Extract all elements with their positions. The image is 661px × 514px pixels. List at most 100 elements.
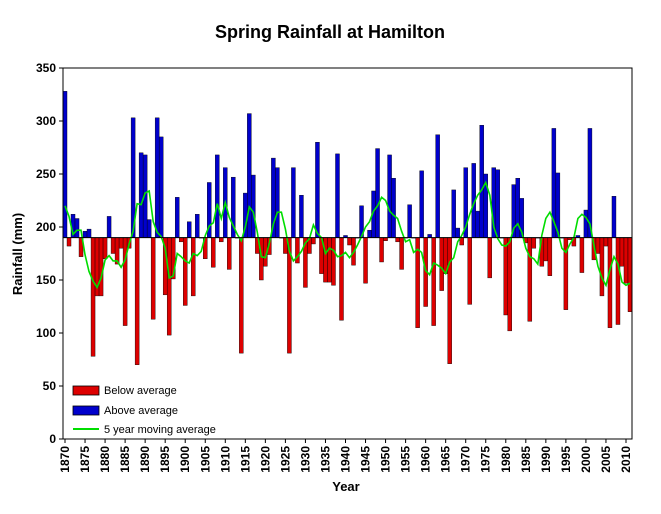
bar-1968 [455, 227, 460, 238]
bar-1967 [451, 189, 456, 238]
x-tick-label-1985: 1985 [519, 446, 533, 473]
bar-1956 [407, 204, 412, 238]
bar-1962 [431, 237, 436, 326]
bar-1923 [275, 167, 280, 238]
bar-2006 [607, 237, 613, 328]
x-tick-label-1955: 1955 [399, 446, 413, 473]
legend-label-below: Below average [104, 385, 177, 397]
bar-1901 [187, 221, 192, 238]
bar-1976 [487, 237, 492, 279]
y-tick-label-200: 200 [36, 220, 56, 234]
bar-1871 [66, 237, 72, 247]
bar-1879 [98, 237, 104, 297]
bar-1951 [387, 154, 392, 238]
x-tick-label-1900: 1900 [178, 446, 192, 473]
x-tick-label-1980: 1980 [499, 446, 513, 473]
bar-1932 [311, 237, 316, 245]
bar-1941 [347, 237, 352, 246]
bar-1914 [239, 237, 244, 354]
bar-1917 [251, 174, 256, 238]
bar-1894 [158, 136, 164, 238]
y-axis: 0 50 100 150 200 250 300 350 [36, 61, 63, 446]
bar-1939 [339, 237, 344, 321]
bar-2005 [603, 237, 609, 247]
legend-label-moving-average: 5 year moving average [104, 424, 216, 436]
bar-1881 [106, 216, 112, 238]
y-tick-label-300: 300 [36, 114, 56, 128]
bar-1936 [327, 237, 332, 283]
bar-1908 [215, 154, 220, 238]
x-tick-label-1965: 1965 [439, 446, 453, 473]
x-tick-label-1935: 1935 [318, 446, 332, 473]
x-tick-label-1950: 1950 [379, 446, 393, 473]
bar-1885 [122, 237, 128, 326]
bar-1870 [62, 91, 68, 238]
x-axis-label: Year [332, 479, 359, 494]
x-tick-label-1885: 1885 [118, 446, 132, 473]
x-tick-label-2005: 2005 [599, 446, 613, 473]
x-tick-label-1995: 1995 [559, 446, 573, 473]
bar-1938 [335, 153, 340, 238]
x-tick-label-1905: 1905 [198, 446, 212, 473]
bar-1900 [183, 237, 188, 306]
bar-1991 [547, 237, 553, 276]
bar-1986 [527, 237, 533, 322]
bar-1873 [74, 218, 80, 238]
bar-1952 [391, 178, 396, 238]
bar-1889 [138, 152, 144, 238]
bar-1980 [503, 237, 508, 316]
bar-1973 [475, 210, 480, 238]
bar-1981 [507, 237, 512, 332]
bar-1891 [146, 219, 152, 238]
bar-1999 [579, 237, 585, 273]
x-tick-label-1890: 1890 [138, 446, 152, 473]
bar-1875 [82, 231, 88, 238]
bar-1974 [479, 125, 484, 238]
bar-1899 [179, 237, 184, 243]
x-tick-label-1870: 1870 [58, 446, 72, 473]
bar-1911 [227, 237, 232, 270]
x-tick-label-1925: 1925 [278, 446, 292, 473]
x-tick-label-1880: 1880 [98, 446, 112, 473]
bar-1948 [375, 148, 380, 238]
bar-1987 [531, 237, 537, 249]
bar-1880 [102, 237, 108, 260]
bar-1916 [247, 113, 252, 238]
x-tick-label-1895: 1895 [158, 446, 172, 473]
bar-1876 [86, 228, 92, 238]
x-tick-label-1945: 1945 [359, 446, 373, 473]
bar-1964 [439, 237, 444, 291]
bar-1882 [110, 237, 116, 254]
bar-series [62, 91, 633, 366]
bar-1877 [90, 237, 96, 357]
bar-1946 [367, 229, 372, 238]
bar-1902 [191, 237, 196, 297]
chart-title: Spring Rainfall at Hamilton [215, 22, 445, 42]
bar-2010 [623, 237, 629, 284]
x-tick-label-1975: 1975 [479, 446, 493, 473]
bar-1893 [154, 117, 160, 238]
x-tick-label-1990: 1990 [539, 446, 553, 473]
y-axis-label: Rainfall (mm) [10, 213, 25, 295]
x-tick-label-2010: 2010 [619, 446, 633, 473]
x-tick-label-1915: 1915 [238, 446, 252, 473]
x-tick-label-1910: 1910 [218, 446, 232, 473]
bar-2009 [619, 237, 625, 267]
bar-1929 [299, 194, 304, 238]
bar-1937 [331, 237, 336, 286]
x-tick-label-1940: 1940 [338, 446, 352, 473]
y-tick-label-250: 250 [36, 167, 56, 181]
bar-1963 [435, 134, 440, 238]
bar-1896 [166, 237, 172, 336]
bar-1949 [379, 237, 384, 263]
bar-1959 [419, 170, 424, 238]
y-tick-label-50: 50 [43, 379, 57, 393]
legend-swatch-below [72, 385, 100, 396]
bar-2003 [595, 237, 601, 254]
y-tick-label-100: 100 [36, 326, 56, 340]
legend-swatch-above [72, 405, 100, 416]
bar-1945 [363, 237, 368, 284]
plot-area [62, 67, 633, 440]
bar-1909 [219, 237, 224, 243]
x-tick-label-1930: 1930 [298, 446, 312, 473]
